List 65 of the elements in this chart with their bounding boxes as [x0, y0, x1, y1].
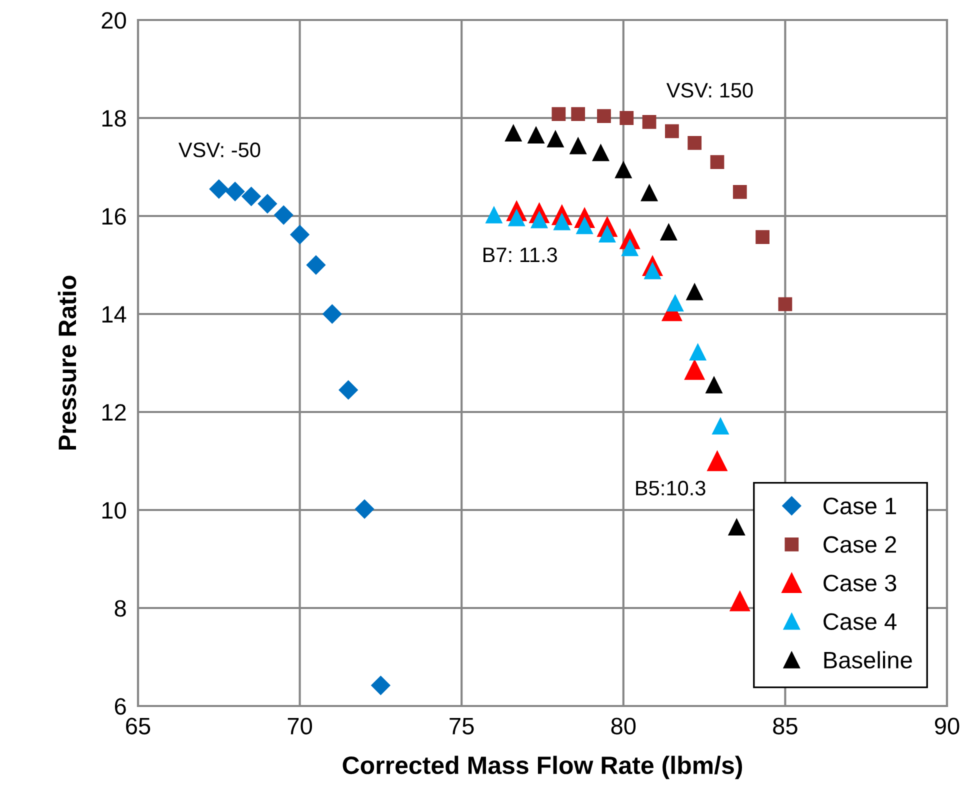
point [322, 304, 342, 324]
point [686, 284, 703, 300]
point [486, 206, 502, 224]
point [505, 124, 522, 142]
point [592, 144, 610, 162]
point [597, 109, 611, 123]
annotation: B5:10.3 [636, 480, 706, 496]
point [620, 111, 634, 125]
y-tick-label: 10 [102, 502, 126, 519]
point [712, 418, 729, 435]
point [730, 591, 750, 612]
x-axis-title: Corrected Mass Flow Rate (lbm/s) [342, 756, 742, 780]
x-tick-label: 85 [773, 718, 798, 734]
x-tick-label: 70 [288, 718, 312, 734]
point [688, 136, 702, 150]
point [706, 376, 722, 394]
y-tick-label: 12 [102, 404, 126, 421]
annotation: VSV: -50 [178, 142, 260, 158]
point [242, 186, 261, 206]
legend-label: Case 2 [824, 536, 896, 553]
point [528, 126, 544, 144]
y-tick-label: 6 [114, 698, 126, 715]
point [778, 297, 792, 312]
legend-label: Case 1 [824, 498, 896, 514]
point [664, 124, 679, 138]
point [552, 107, 566, 122]
x-tick-label: 80 [611, 718, 636, 734]
point [226, 182, 245, 202]
point [728, 518, 745, 536]
annotation: VSV: 150 [666, 82, 753, 98]
point [354, 499, 374, 519]
point [622, 240, 638, 256]
point [756, 230, 770, 244]
y-tick-label: 8 [114, 600, 126, 617]
point [615, 162, 632, 178]
point [571, 107, 586, 122]
x-tick-label: 75 [450, 718, 474, 734]
point [642, 114, 656, 129]
point [338, 380, 358, 400]
point [689, 344, 706, 361]
point [209, 180, 228, 199]
point [547, 130, 564, 148]
x-tick-label: 90 [934, 718, 960, 734]
legend-label: Case 3 [824, 574, 896, 592]
legend-label: Baseline [824, 651, 912, 668]
point [371, 676, 390, 695]
y-tick-label: 18 [102, 110, 126, 127]
point [274, 205, 294, 225]
legend-label: Case 4 [824, 613, 896, 630]
point [306, 255, 326, 275]
y-tick-label: 16 [102, 208, 126, 225]
x-tick-label: 65 [126, 718, 150, 734]
y-tick-label: 14 [102, 306, 126, 323]
point [684, 360, 705, 380]
point [732, 185, 747, 199]
point [640, 184, 658, 202]
point [290, 225, 310, 244]
y-axis-title: Pressure Ratio [58, 276, 76, 450]
point [258, 194, 277, 214]
point [707, 450, 728, 472]
point [660, 224, 678, 241]
y-tick-label: 20 [102, 12, 126, 29]
point [710, 155, 724, 170]
annotation: B7: 11.3 [484, 248, 557, 262]
point [570, 138, 586, 154]
